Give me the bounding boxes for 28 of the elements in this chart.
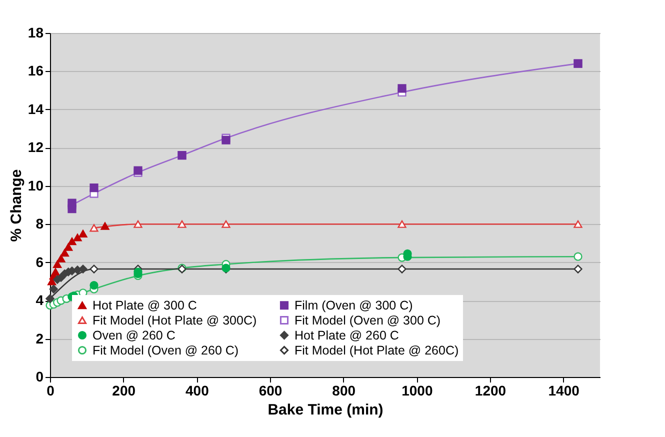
y-tick-label: 2 xyxy=(36,330,44,346)
y-tick-label: 0 xyxy=(36,368,44,384)
x-tick-label: 0 xyxy=(46,382,55,398)
x-tick-label: 600 xyxy=(258,382,282,398)
y-tick-label: 6 xyxy=(36,254,44,270)
legend-label: Oven @ 260 C xyxy=(92,328,176,342)
x-axis-title: Bake Time (min) xyxy=(268,402,384,418)
x-tick-label: 1200 xyxy=(474,382,506,398)
legend-label: Fit Model (Hot Plate @ 300C) xyxy=(92,313,257,328)
legend-label: Fit Model (Hot Plate @ 260C) xyxy=(294,343,459,358)
x-tick-label: 800 xyxy=(332,382,356,398)
x-tick-label: 200 xyxy=(112,382,136,398)
y-tick-label: 4 xyxy=(36,292,44,308)
legend-label: Hot Plate @ 300 C xyxy=(92,298,197,312)
legend-label: Hot Plate @ 260 C xyxy=(294,328,399,342)
x-tick-label: 400 xyxy=(185,382,210,398)
legend-label: Film (Oven @ 300 C) xyxy=(294,298,413,312)
y-tick-label: 16 xyxy=(28,62,44,79)
y-tick-label: 10 xyxy=(28,177,44,194)
legend-label: Fit Model (Oven @ 260 C) xyxy=(92,343,239,358)
legend-label: Fit Model (Oven @ 300 C) xyxy=(294,313,441,328)
y-tick-label: 14 xyxy=(28,100,44,117)
x-tick-label: 1400 xyxy=(548,382,580,398)
y-tick-label: 12 xyxy=(28,139,44,156)
y-axis-title: % Change xyxy=(8,169,25,242)
y-tick-label: 18 xyxy=(28,24,44,40)
x-tick-label: 1000 xyxy=(402,382,433,398)
y-tick-label: 8 xyxy=(36,216,44,232)
